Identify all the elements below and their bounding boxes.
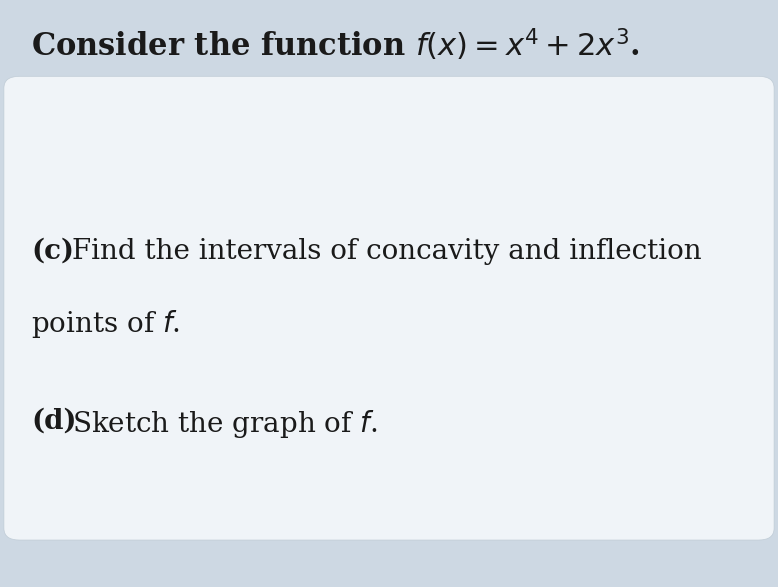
- Text: Consider the function $f(x) = x^4 + 2x^3$.: Consider the function $f(x) = x^4 + 2x^3…: [31, 26, 640, 63]
- Text: (d): (d): [31, 408, 76, 435]
- Text: Sketch the graph of $f$.: Sketch the graph of $f$.: [72, 408, 377, 440]
- Text: Find the intervals of concavity and inflection: Find the intervals of concavity and infl…: [72, 238, 701, 265]
- FancyBboxPatch shape: [4, 76, 774, 540]
- Text: (c): (c): [31, 238, 74, 265]
- Text: points of $f$.: points of $f$.: [31, 308, 180, 340]
